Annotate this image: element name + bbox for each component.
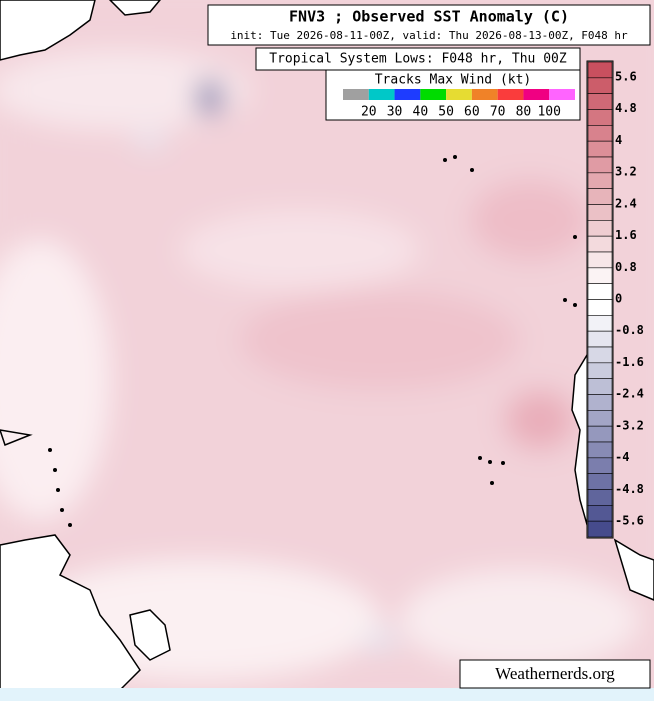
subtitle: init: Tue 2026-08-11-00Z, valid: Thu 202…	[230, 29, 628, 42]
wind-swatch	[343, 89, 369, 100]
bottom-strip	[0, 688, 654, 701]
colorbar-box	[587, 125, 613, 142]
colorbar-box	[587, 378, 613, 395]
colorbar-label: -5.6	[615, 514, 644, 528]
colorbar-label: 1.6	[615, 228, 637, 242]
wind-label: 20	[361, 105, 377, 120]
colorbar-label: -1.6	[615, 355, 644, 369]
colorbar-label: 4	[615, 133, 622, 147]
header-box	[207, 4, 651, 46]
wind-label: 100	[537, 105, 560, 120]
colorbar-box	[587, 520, 613, 538]
colorbar-box	[587, 235, 613, 253]
colorbar-label: -4	[615, 450, 629, 464]
wind-label: 30	[387, 105, 403, 120]
colorbar-box	[587, 109, 613, 126]
colorbar-label: 2.4	[615, 196, 637, 210]
tracks-legend-title: Tracks Max Wind (kt)	[375, 73, 532, 88]
colorbar-box	[587, 77, 613, 94]
lows-label: Tropical System Lows: F048 hr, Thu 00Z	[269, 52, 567, 67]
colorbar-box	[587, 489, 613, 506]
colorbar-box	[587, 362, 613, 379]
colorbar-box	[587, 267, 613, 284]
colorbar-box	[587, 251, 613, 269]
colorbar-box	[587, 394, 613, 411]
wind-label: 70	[490, 105, 506, 120]
colorbar-box	[587, 61, 613, 79]
wind-swatch	[446, 89, 472, 100]
colorbar-box	[587, 204, 613, 221]
colorbar-box	[587, 172, 613, 189]
colorbar-label: 0.8	[615, 260, 637, 274]
colorbar-box	[587, 457, 613, 474]
wind-swatch	[471, 89, 498, 100]
colorbar-box	[587, 330, 613, 348]
colorbar-box	[587, 315, 613, 332]
title: FNV3 ; Observed SST Anomaly (C)	[289, 8, 569, 26]
colorbar-box	[587, 425, 613, 443]
wind-swatch	[523, 89, 550, 100]
wind-label: 50	[438, 105, 454, 120]
colorbar-box	[587, 188, 613, 205]
colorbar: 5.6 4.8 4 3.2 2.4 1.6 0.8 0 -0.8 -1.6 -2.4 -3.2 -4 -4…	[587, 61, 644, 538]
colorbar-box	[587, 220, 613, 237]
tracks-swatches: 20 30 40 50 60 70 80 100	[343, 89, 575, 120]
wind-swatch	[549, 89, 575, 100]
colorbar-label: 0	[615, 292, 622, 306]
colorbar-label: -4.8	[615, 482, 644, 496]
colorbar-box	[587, 441, 613, 459]
colorbar-label: 5.6	[615, 70, 637, 84]
colorbar-box	[587, 156, 613, 174]
colorbar-box	[587, 410, 613, 427]
wind-label: 80	[516, 105, 532, 120]
wind-label: 40	[413, 105, 429, 120]
colorbar-label: -3.2	[615, 418, 644, 432]
colorbar-box	[587, 505, 613, 522]
watermark: Weathernerds.org	[495, 664, 615, 683]
colorbar-box	[587, 283, 613, 300]
colorbar-box	[587, 93, 613, 110]
islands	[48, 155, 577, 527]
watermark-box	[459, 659, 651, 689]
colorbar-label: 3.2	[615, 165, 637, 179]
colorbar-label: -0.8	[615, 323, 644, 337]
colorbar-box	[587, 140, 613, 158]
wind-swatch	[394, 89, 421, 100]
wind-swatch	[368, 89, 395, 100]
wind-swatch	[497, 89, 524, 100]
wind-label: 60	[464, 105, 480, 120]
colorbar-label: -2.4	[615, 387, 644, 401]
wind-swatch	[420, 89, 447, 100]
colorbar-box	[587, 299, 613, 316]
colorbar-label: 4.8	[615, 101, 637, 115]
colorbar-box	[587, 473, 613, 490]
colorbar-box	[587, 346, 613, 364]
